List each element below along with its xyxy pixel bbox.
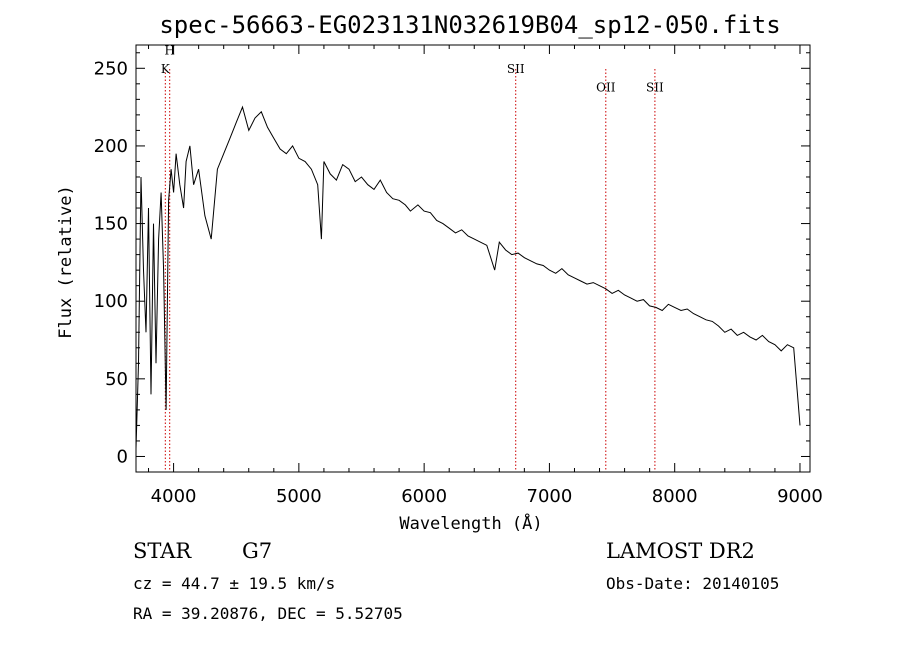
observation-date: Obs-Date: 20140105 (606, 574, 779, 593)
x-tick-label: 4000 (151, 486, 197, 507)
y-tick-label: 50 (105, 369, 128, 390)
spectral-line-label: OII (596, 81, 616, 95)
chart-title: spec-56663-EG023131N032619B04_sp12-050.f… (159, 11, 780, 39)
y-tick-label: 150 (94, 214, 128, 235)
redshift-velocity: cz = 44.7 ± 19.5 km/s (133, 574, 335, 593)
y-tick-label: 0 (117, 446, 128, 467)
x-tick-label: 9000 (777, 486, 823, 507)
x-tick-label: 5000 (276, 486, 322, 507)
survey-name: LAMOST DR2 (606, 539, 755, 563)
spectrum-series (135, 105, 801, 449)
x-tick-label: 6000 (401, 486, 447, 507)
spectral-line-label: SII (507, 62, 525, 76)
x-tick-label: 8000 (652, 486, 698, 507)
tick-labels: 4000 5000 6000 7000 8000 9000 0 50 100 150 200 250 (94, 58, 823, 507)
y-tick-label: 100 (94, 291, 128, 312)
spectral-line-markers: KH SII OII SII (161, 43, 664, 472)
spectral-line-label: H (164, 43, 174, 57)
x-tick-label: 7000 (527, 486, 573, 507)
x-axis-label: Wavelength (Å) (399, 512, 542, 534)
spectral-line-label: SII (646, 81, 664, 95)
plot-frame (135, 44, 811, 473)
spectrum-line (135, 105, 801, 449)
object-class: STAR (133, 539, 192, 563)
sky-coordinates: RA = 39.20876, DEC = 5.52705 (133, 604, 403, 623)
y-tick-label: 200 (94, 136, 128, 157)
spectral-line-label: K (161, 62, 171, 76)
object-subclass: G7 (242, 539, 272, 563)
y-tick-label: 250 (94, 58, 128, 79)
y-axis-label: Flux (relative) (56, 185, 76, 339)
axes (135, 44, 811, 473)
